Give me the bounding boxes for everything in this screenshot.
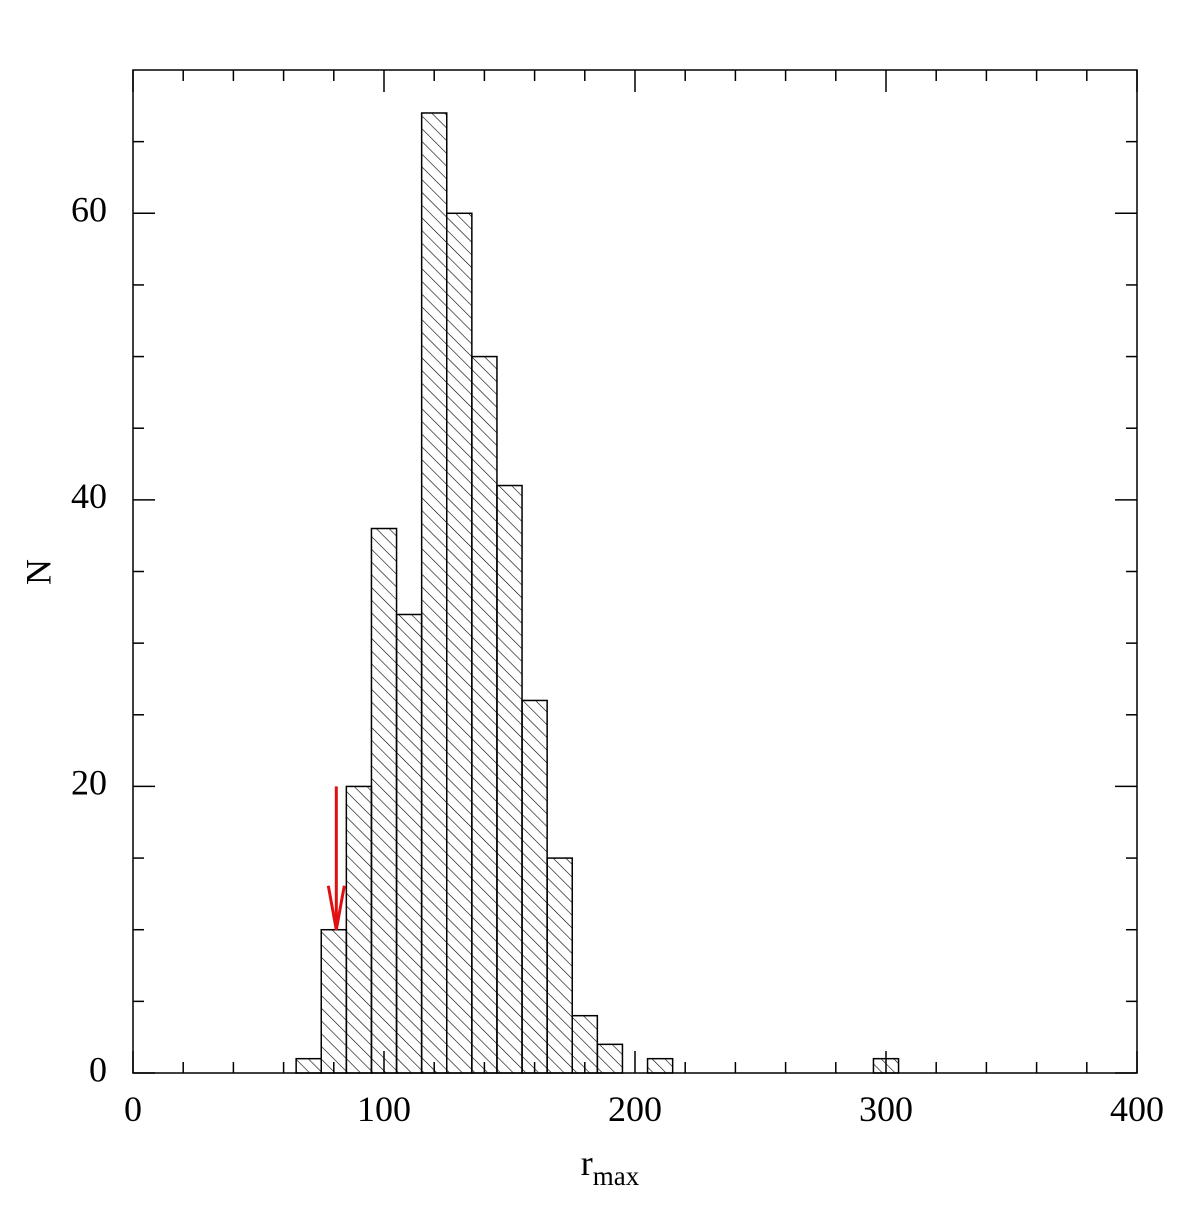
bar [446,212,473,1074]
bar [496,484,523,1074]
bar [646,1057,674,1074]
x-label-main: r [581,1143,593,1183]
bar [420,112,448,1074]
y-tick-label: 20 [71,763,107,803]
y-tick-label: 40 [71,476,107,516]
y-axis-label: N [18,559,58,585]
bar [521,699,548,1074]
x-tick-label: 400 [1110,1089,1164,1129]
bar [370,527,398,1074]
bar [395,613,423,1074]
plot-frame [132,69,1138,1074]
bar [345,785,373,1074]
x-tick-label: 100 [357,1089,411,1129]
x-tick-label: 300 [859,1089,913,1129]
x-tick-label: 200 [608,1089,662,1129]
bar [320,928,348,1074]
x-axis-label: rmax [581,1143,640,1191]
bar [295,1057,322,1074]
bar [471,355,498,1074]
annotation-arrow-head [326,885,346,930]
x-tick-label: 0 [124,1089,142,1129]
bar [596,1043,624,1074]
y-tick-label: 0 [89,1049,107,1089]
y-tick-label: 60 [71,190,107,230]
x-label-subscript: max [593,1161,640,1191]
bar [546,857,574,1074]
